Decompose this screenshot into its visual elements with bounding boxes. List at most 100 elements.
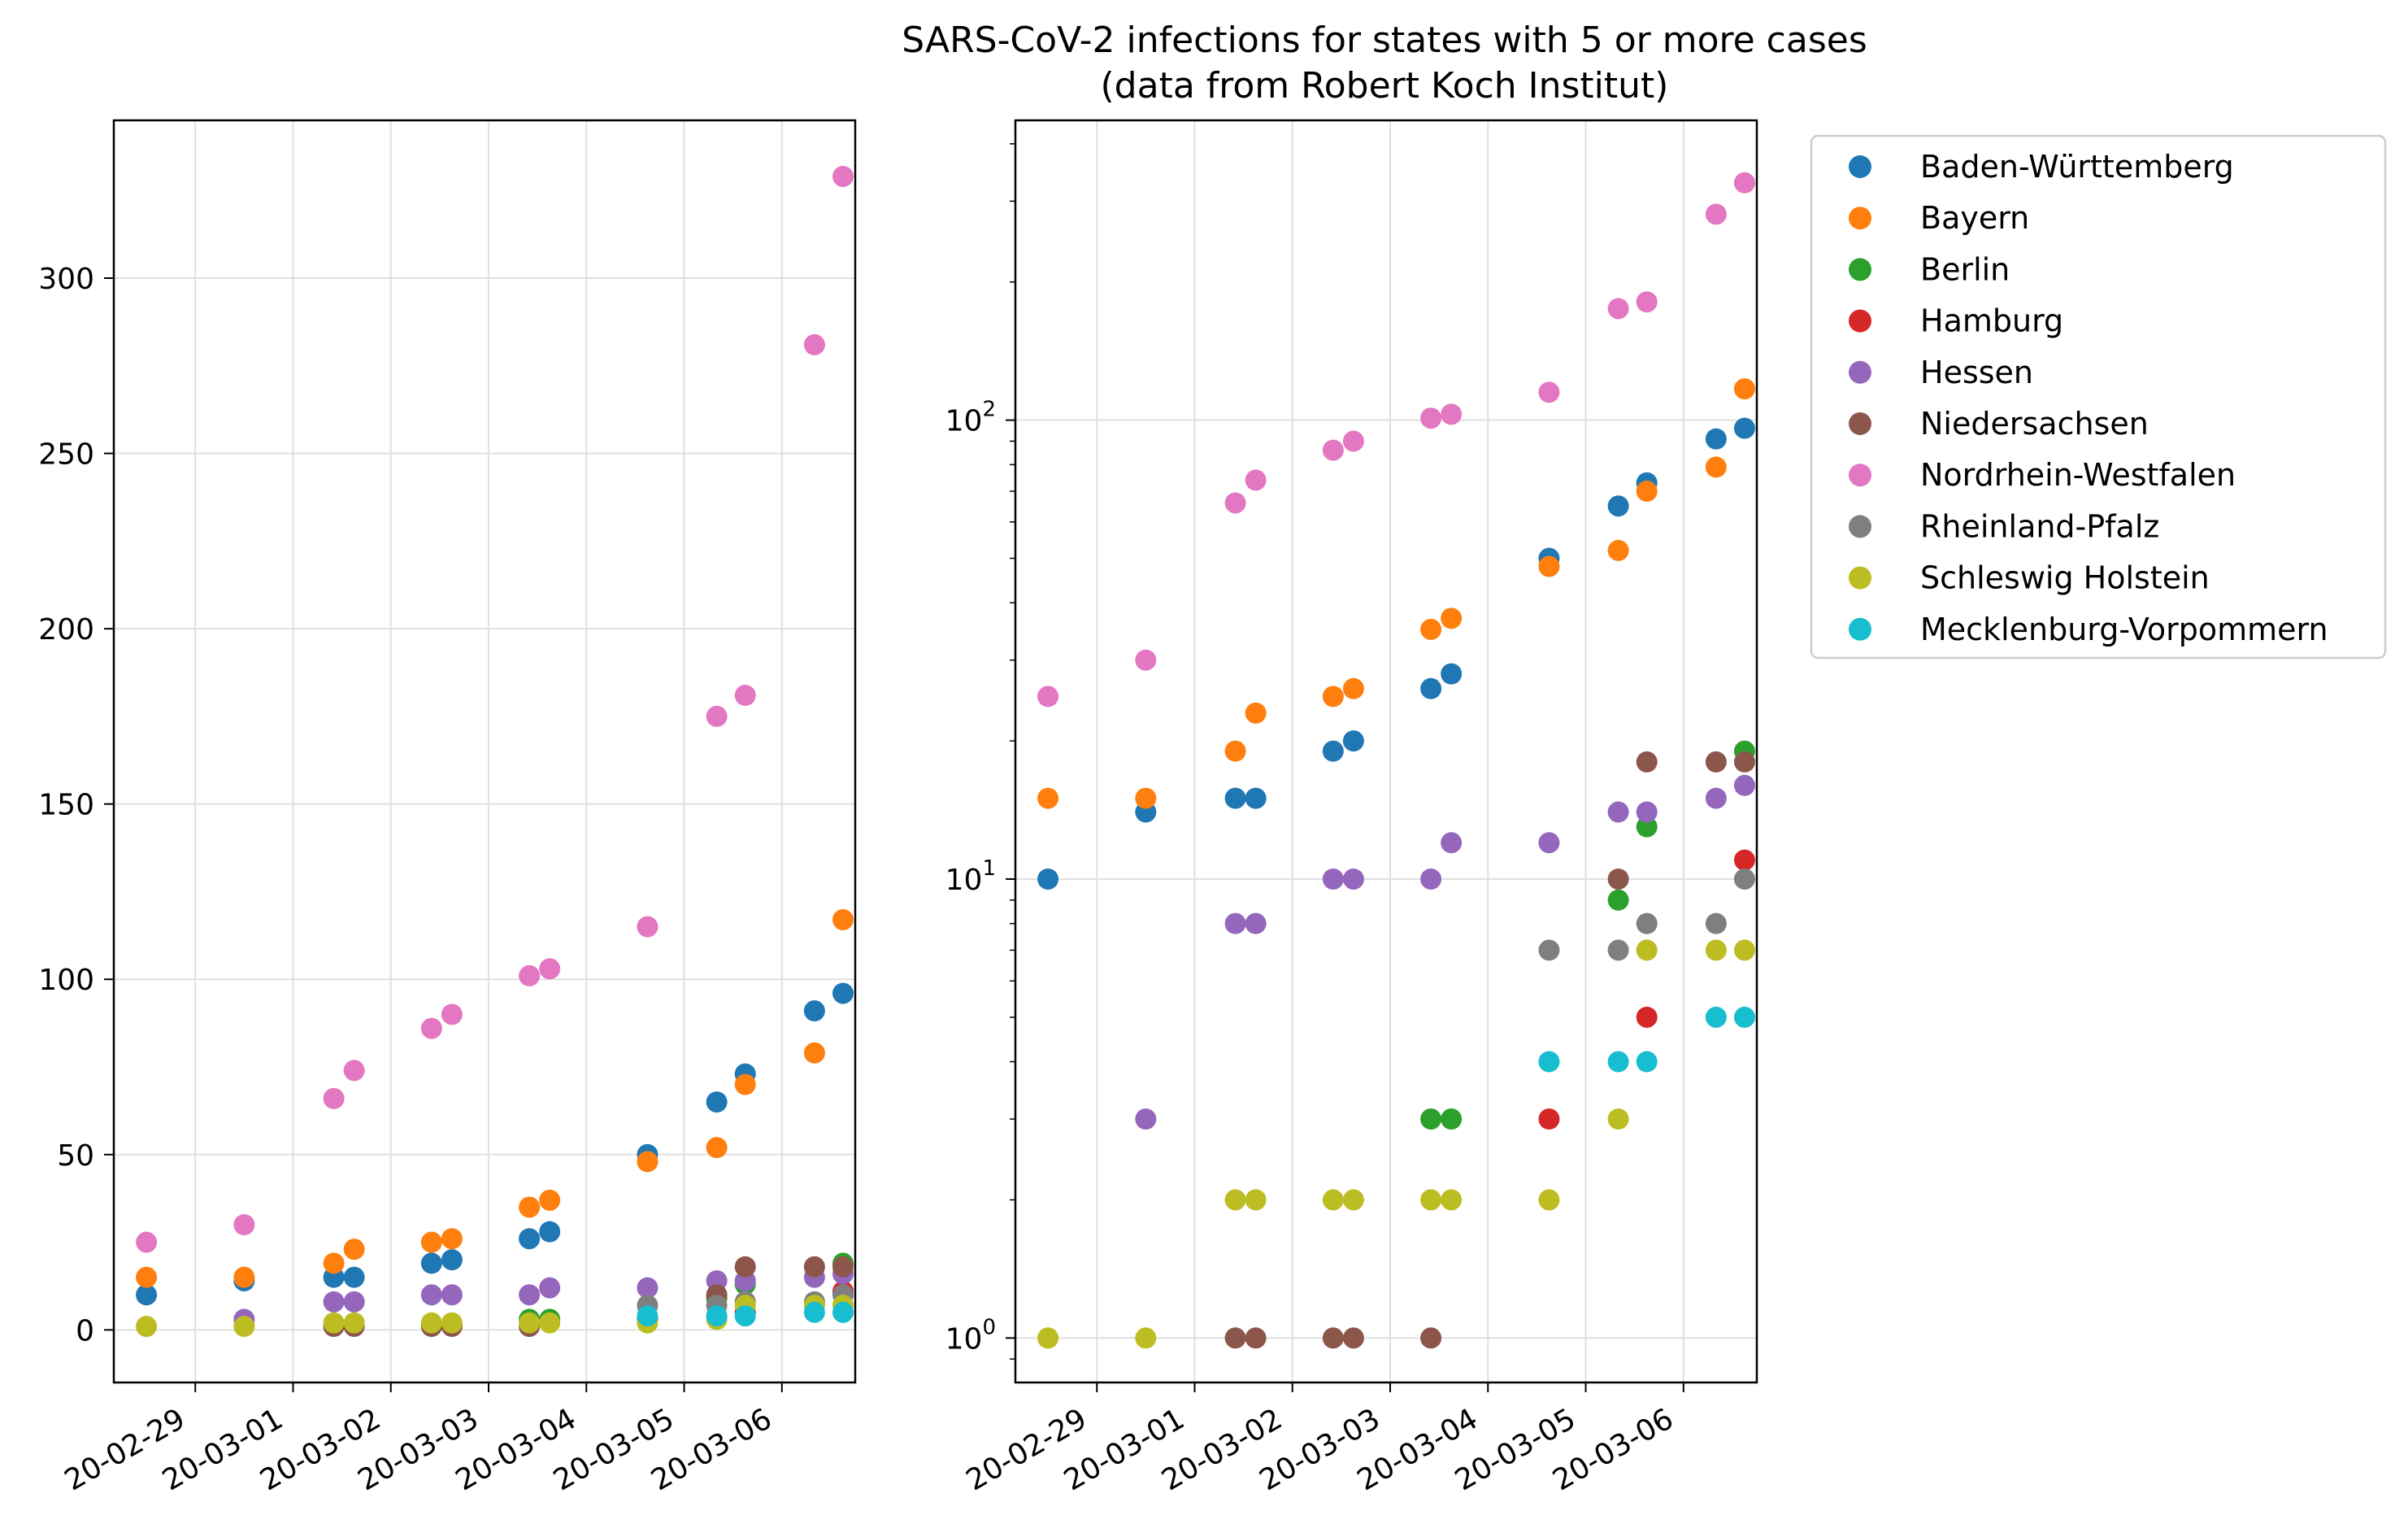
point-nordrhein-westfalen (1420, 407, 1442, 429)
log-grid (1015, 120, 1757, 1382)
point-hessen (441, 1284, 463, 1306)
point-niedersachsen (832, 1256, 854, 1278)
point-bayern (706, 1137, 728, 1159)
point-schleswig-holstein (1420, 1189, 1442, 1211)
point-schleswig-holstein (1224, 1189, 1246, 1211)
point-hessen (420, 1284, 442, 1306)
point-nordrhein-westfalen (637, 916, 659, 938)
point-rheinland-pfalz (1538, 939, 1560, 961)
legend-marker-nordrhein-westfalen (1849, 464, 1871, 487)
legend-label-berlin: Berlin (1920, 251, 2010, 287)
point-nordrhein-westfalen (1245, 469, 1267, 491)
point-baden-wu-rttemberg (1037, 868, 1059, 890)
point-bayern (539, 1189, 561, 1211)
point-schleswig-holstein (1607, 1108, 1629, 1130)
legend-marker-hamburg (1849, 309, 1871, 333)
point-baden-wu-rttemberg (1705, 428, 1727, 450)
point-nordrhein-westfalen (1705, 203, 1727, 225)
point-schleswig-holstein (1636, 939, 1658, 961)
point-mecklenburg-vorpommern (803, 1301, 825, 1323)
point-berlin (1607, 889, 1629, 911)
point-rheinland-pfalz (1607, 939, 1629, 961)
point-schleswig-holstein (539, 1312, 561, 1334)
point-bayern (136, 1266, 158, 1288)
point-nordrhein-westfalen (323, 1087, 345, 1109)
point-bayern (1636, 481, 1658, 503)
point-bayern (323, 1252, 345, 1274)
point-nordrhein-westfalen (706, 705, 728, 727)
point-bayern (832, 908, 854, 930)
point-schleswig-holstein (1342, 1189, 1364, 1211)
legend-marker-bayern (1849, 207, 1871, 230)
point-mecklenburg-vorpommern (637, 1305, 659, 1327)
point-berlin (1420, 1108, 1442, 1130)
point-hamburg (1733, 849, 1755, 871)
point-baden-wu-rttemberg (1224, 787, 1246, 809)
y-tick-label: 100 (38, 964, 94, 997)
point-nordrhein-westfalen (832, 165, 854, 187)
point-bayern (1037, 787, 1059, 809)
point-baden-wu-rttemberg (1607, 495, 1629, 517)
point-niedersachsen (1224, 1327, 1246, 1349)
point-nordrhein-westfalen (233, 1214, 255, 1235)
point-hessen (1135, 1108, 1157, 1130)
point-nordrhein-westfalen (1322, 439, 1344, 461)
point-nordrhein-westfalen (1441, 403, 1463, 425)
legend-label-hessen: Hessen (1920, 355, 2033, 390)
point-nordrhein-westfalen (539, 958, 561, 980)
point-schleswig-holstein (1538, 1189, 1560, 1211)
point-rheinland-pfalz (1636, 912, 1658, 934)
point-nordrhein-westfalen (1224, 492, 1246, 514)
point-bayern (233, 1266, 255, 1288)
point-rheinland-pfalz (1705, 912, 1727, 934)
legend-marker-hessen (1849, 360, 1871, 384)
legend: Baden-Württemberg Bayern Berlin Hamburg Hess… (1810, 134, 2387, 660)
y-tick-label: 300 (38, 263, 94, 296)
point-schleswig-holstein (136, 1316, 158, 1338)
legend-marker-niedersachsen (1849, 412, 1871, 435)
point-niedersachsen (1322, 1327, 1344, 1349)
y-tick-label: 150 (38, 789, 94, 822)
point-baden-wu-rttemberg (1420, 677, 1442, 699)
point-nordrhein-westfalen (1342, 430, 1364, 452)
point-nordrhein-westfalen (519, 964, 541, 986)
point-niedersachsen (1607, 868, 1629, 890)
point-mecklenburg-vorpommern (1538, 1051, 1560, 1073)
point-niedersachsen (1342, 1327, 1364, 1349)
point-nordrhein-westfalen (1037, 686, 1059, 708)
point-bayern (803, 1042, 825, 1064)
point-hessen (1322, 868, 1344, 890)
legend-marker-baden-wu-rttemberg (1849, 155, 1871, 178)
point-berlin (1441, 1108, 1463, 1130)
point-niedersachsen (1705, 751, 1727, 773)
point-schleswig-holstein (1441, 1189, 1463, 1211)
chart-subtitle: (data from Robert Koch Institut) (1101, 65, 1669, 107)
point-baden-wu-rttemberg (539, 1221, 561, 1243)
legend-label-niedersachsen: Niedersachsen (1920, 406, 2149, 442)
point-nordrhein-westfalen (441, 1004, 463, 1025)
point-nordrhein-westfalen (1135, 649, 1157, 671)
point-bayern (420, 1231, 442, 1253)
point-nordrhein-westfalen (1607, 298, 1629, 320)
point-hamburg (1538, 1108, 1560, 1130)
legend-label-bayern: Bayern (1920, 200, 2029, 236)
legend-label-hamburg: Hamburg (1920, 303, 2063, 339)
linear-points (136, 165, 854, 1338)
point-hessen (1441, 832, 1463, 854)
chart-title: SARS-CoV-2 infections for states with 5 … (902, 20, 1867, 61)
point-schleswig-holstein (343, 1312, 365, 1334)
point-baden-wu-rttemberg (519, 1228, 541, 1250)
point-baden-wu-rttemberg (1245, 787, 1267, 809)
point-bayern (1607, 539, 1629, 561)
point-niedersachsen (1245, 1327, 1267, 1349)
point-nordrhein-westfalen (1538, 381, 1560, 403)
point-hessen (1733, 774, 1755, 796)
point-mecklenburg-vorpommern (1733, 1006, 1755, 1028)
point-bayern (1705, 456, 1727, 478)
point-baden-wu-rttemberg (343, 1266, 365, 1288)
point-bayern (343, 1239, 365, 1261)
point-mecklenburg-vorpommern (706, 1305, 728, 1327)
y-tick-label: 200 (38, 613, 94, 647)
point-bayern (519, 1196, 541, 1218)
